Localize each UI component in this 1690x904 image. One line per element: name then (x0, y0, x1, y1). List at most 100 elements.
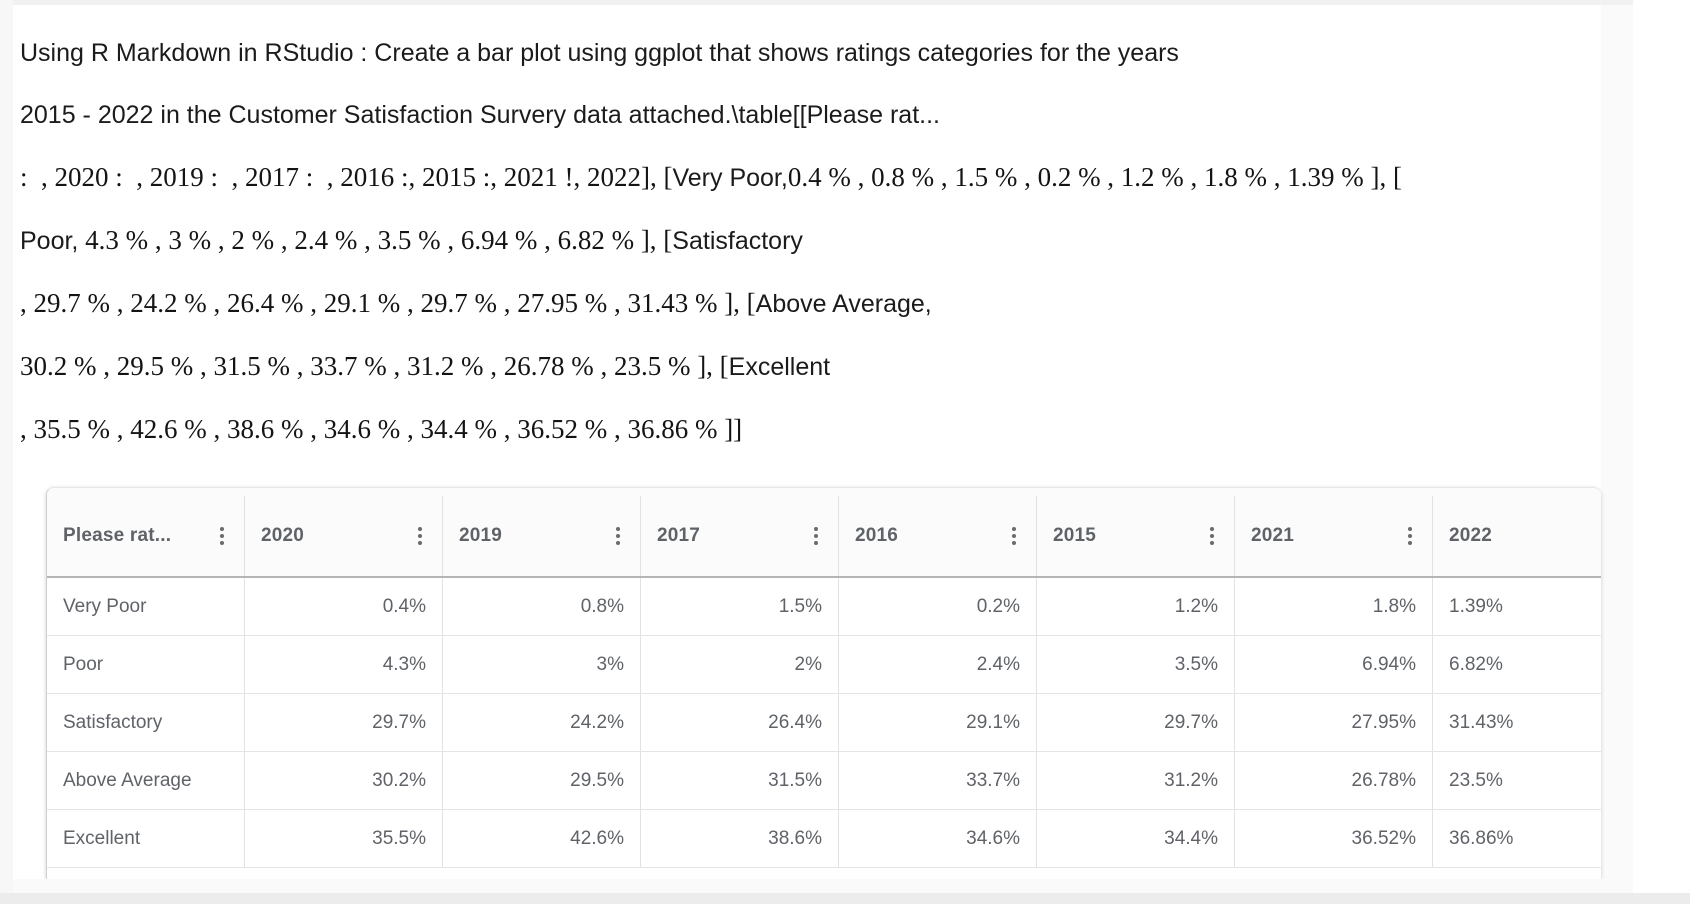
prompt-text-segment: , 35.5 % , 42.6 % , 38.6 % , 34.6 % , 34… (20, 414, 743, 444)
prompt-line: 30.2 % , 29.5 % , 31.5 % , 33.7 % , 31.2… (20, 337, 1580, 400)
table-cell: 30.2% (244, 752, 442, 809)
table-cell: 2% (640, 636, 838, 693)
table-cell: 0.4% (244, 578, 442, 635)
prompt-line: Using R Markdown in RStudio : Create a b… (20, 24, 1580, 86)
table-cell: 31.5% (640, 752, 838, 809)
column-menu-kebab-icon[interactable] (220, 534, 224, 538)
table-cell: 27.95% (1234, 694, 1432, 751)
column-header-2020: 2020 (244, 496, 442, 576)
table-cell: 29.5% (442, 752, 640, 809)
column-header-label: Please rat... (63, 525, 172, 546)
column-header-2015: 2015 (1036, 496, 1234, 576)
table-row: Poor 4.3% 3% 2% 2.4% 3.5% 6.94% 6.82% (47, 636, 1601, 694)
table-row: Very Poor 0.4% 0.8% 1.5% 0.2% 1.2% 1.8% 1.39% (47, 578, 1601, 636)
table-cell: 26.78% (1234, 752, 1432, 809)
column-header-2016: 2016 (838, 496, 1036, 576)
prompt-text-segment: 30.2 % , 29.5 % , 31.5 % , 33.7 % , 31.2… (20, 351, 729, 381)
right-gutter (1601, 5, 1633, 893)
prompt-line: Poor, 4.3 % , 3 % , 2 % , 2.4 % , 3.5 % … (20, 211, 1580, 274)
column-menu-kebab-icon[interactable] (1210, 534, 1214, 538)
column-header-2019: 2019 (442, 496, 640, 576)
table-cell: 3.5% (1036, 636, 1234, 693)
prompt-text-segment: : , 2020 : , 2019 : , 2017 : , 2016 :, 2… (20, 162, 673, 192)
table-row: Satisfactory 29.7% 24.2% 26.4% 29.1% 29.7% 27.… (47, 694, 1601, 752)
prompt-line: 2015 - 2022 in the Customer Satisfaction… (20, 86, 1580, 148)
prompt-text-segment: 2015 - 2022 in the Customer Satisfaction… (20, 101, 940, 129)
table-cell: 2.4% (838, 636, 1036, 693)
table-cell: 1.8% (1234, 578, 1432, 635)
table-cell: 35.5% (244, 810, 442, 867)
row-label-cell: Excellent (63, 827, 141, 849)
column-header-label: 2016 (855, 525, 899, 546)
prompt-text-segment: , 29.7 % , 24.2 % , 26.4 % , 29.1 % , 29… (20, 288, 756, 318)
table-cell: 42.6% (442, 810, 640, 867)
table-cell: 29.7% (244, 694, 442, 751)
column-header-2022: 2022 (1432, 496, 1601, 576)
prompt-text-segment: Using R Markdown in RStudio : Create a b… (20, 39, 1179, 67)
data-table: Please rat... 2020 2019 2017 2016 2015 2021 202… (47, 488, 1601, 868)
task-page: Using R Markdown in RStudio : Create a b… (0, 0, 1633, 893)
column-menu-kebab-icon[interactable] (418, 534, 422, 538)
table-row: Excellent 35.5% 42.6% 38.6% 34.6% 34.4% 36.52%… (47, 810, 1601, 868)
table-cell: 33.7% (838, 752, 1036, 809)
table-header-row: Please rat... 2020 2019 2017 2016 2015 2021 202… (47, 488, 1601, 578)
table-cell: 1.39% (1432, 578, 1601, 635)
table-cell: 34.6% (838, 810, 1036, 867)
table-cell: 36.52% (1234, 810, 1432, 867)
table-cell: 29.1% (838, 694, 1036, 751)
table-cell: 31.2% (1036, 752, 1234, 809)
column-header-label: 2017 (657, 525, 701, 546)
prompt-text-segment: 0.4 % , 0.8 % , 1.5 % , 0.2 % , 1.2 % , … (787, 162, 1403, 192)
column-header-label: 2020 (261, 525, 305, 546)
row-label-cell: Poor (63, 653, 104, 675)
column-header-2021: 2021 (1234, 496, 1432, 576)
table-cell: 0.8% (442, 578, 640, 635)
column-header-label: 2019 (459, 525, 503, 546)
top-edge-strip (0, 0, 1633, 5)
column-menu-kebab-icon[interactable] (814, 534, 818, 538)
prompt-line: : , 2020 : , 2019 : , 2017 : , 2016 :, 2… (20, 148, 1580, 211)
column-menu-kebab-icon[interactable] (1408, 534, 1412, 538)
column-header-2017: 2017 (640, 496, 838, 576)
column-header-question: Please rat... (47, 496, 244, 576)
table-cell: 26.4% (640, 694, 838, 751)
data-table-card: Please rat... 2020 2019 2017 2016 2015 2021 202… (46, 487, 1601, 879)
prompt-text-segment: Very Poor, (672, 164, 788, 192)
prompt-text-segment: 4.3 % , 3 % , 2 % , 2.4 % , 3.5 % , 6.94… (78, 225, 673, 255)
table-cell: 36.86% (1432, 810, 1601, 867)
table-cell: 6.94% (1234, 636, 1432, 693)
column-header-label: 2021 (1251, 525, 1295, 546)
table-cell: 31.43% (1432, 694, 1601, 751)
column-menu-kebab-icon[interactable] (616, 534, 620, 538)
prompt-text-segment: Above Average, (755, 290, 932, 318)
bottom-edge-strip (0, 893, 1690, 904)
prompt-line: , 35.5 % , 42.6 % , 38.6 % , 34.6 % , 34… (20, 400, 1580, 463)
table-cell: 1.2% (1036, 578, 1234, 635)
task-prompt: Using R Markdown in RStudio : Create a b… (20, 24, 1580, 463)
row-label-cell: Satisfactory (63, 711, 163, 733)
prompt-text-segment: Poor, (20, 227, 79, 255)
table-cell: 6.82% (1432, 636, 1601, 693)
table-body: Very Poor 0.4% 0.8% 1.5% 0.2% 1.2% 1.8% 1.39% Po… (47, 578, 1601, 868)
table-cell: 38.6% (640, 810, 838, 867)
table-cell: 0.2% (838, 578, 1036, 635)
bottom-gutter (13, 879, 1633, 893)
prompt-text-segment: Satisfactory (672, 227, 803, 255)
table-cell: 1.5% (640, 578, 838, 635)
table-cell: 24.2% (442, 694, 640, 751)
row-label-cell: Above Average (63, 769, 192, 791)
table-cell: 3% (442, 636, 640, 693)
table-cell: 34.4% (1036, 810, 1234, 867)
table-cell: 23.5% (1432, 752, 1601, 809)
column-header-label: 2015 (1053, 525, 1097, 546)
column-header-label: 2022 (1449, 525, 1493, 546)
table-cell: 4.3% (244, 636, 442, 693)
table-row: Above Average 30.2% 29.5% 31.5% 33.7% 31.2% 26… (47, 752, 1601, 810)
left-edge-strip (0, 0, 13, 904)
row-label-cell: Very Poor (63, 595, 147, 617)
column-menu-kebab-icon[interactable] (1012, 534, 1016, 538)
table-cell: 29.7% (1036, 694, 1234, 751)
prompt-line: , 29.7 % , 24.2 % , 26.4 % , 29.1 % , 29… (20, 274, 1580, 337)
prompt-text-segment: Excellent (728, 353, 831, 381)
